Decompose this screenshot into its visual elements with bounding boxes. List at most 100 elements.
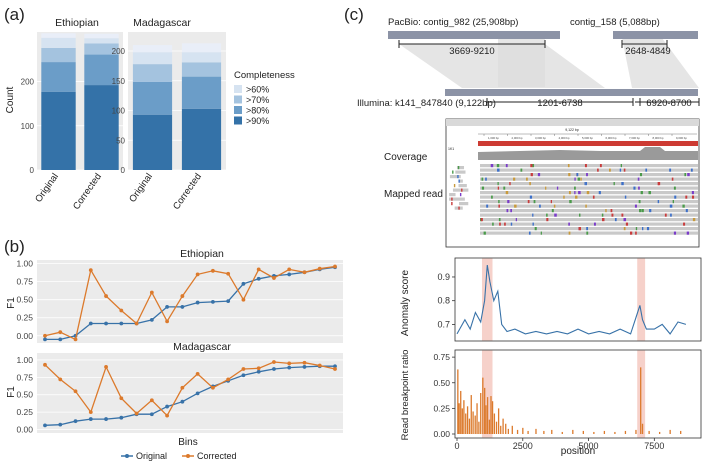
igv-mismatch-8-0 bbox=[657, 200, 660, 204]
igv-mismatch-9-4 bbox=[682, 204, 685, 208]
igv-mismatch-0-1 bbox=[532, 164, 535, 168]
igv-mismatch-11-7 bbox=[601, 213, 604, 217]
breakpoint-bar-31 bbox=[527, 430, 529, 434]
igv-left-read-3 bbox=[458, 179, 463, 183]
b-ethiopian-corrected-point-13 bbox=[241, 297, 246, 302]
a-ethiopian-bar-original-90 bbox=[41, 91, 76, 170]
igv-scale-label: 9,122 bp bbox=[565, 128, 579, 132]
b-ethiopian-corrected-point-19 bbox=[333, 264, 337, 269]
b-madagascar-corrected-point-4 bbox=[104, 365, 108, 369]
b-madagascar-ytick-1: 0.25 bbox=[16, 407, 33, 417]
a-ethiopian-bar-original-60 bbox=[41, 37, 76, 48]
igv-left-read-7 bbox=[449, 197, 465, 201]
a-ethiopian-bars: 0 100 200 Original Corrected bbox=[21, 32, 123, 212]
b-madagascar-original-point-2 bbox=[73, 419, 78, 424]
igv-mismatch-7-3 bbox=[624, 195, 627, 199]
legend-corrected-label: Corrected bbox=[197, 451, 237, 461]
igv-mismatch-1-5 bbox=[497, 168, 500, 172]
breakpoint-ytick-0: 0.00 bbox=[433, 429, 450, 439]
igv-mismatch-6-5 bbox=[691, 191, 694, 195]
b-ethiopian-original-point-10 bbox=[195, 300, 200, 305]
anomaly-highlight-0 bbox=[481, 258, 493, 341]
a-madagascar-ytick-2: 100 bbox=[112, 107, 126, 116]
igv-mismatch-4-0 bbox=[621, 182, 624, 186]
illumina-label: Illumina: k141_847840 (9,122bp) bbox=[357, 98, 496, 109]
igv-left-read-1 bbox=[455, 170, 466, 174]
breakpoint-bar-42 bbox=[635, 429, 637, 434]
igv-mismatch-3-8 bbox=[513, 177, 516, 181]
b-madagascar-corrected-point-8 bbox=[165, 413, 170, 418]
igv-mismatch-8-1 bbox=[569, 200, 572, 204]
b-ethiopian-original-point-14 bbox=[256, 276, 261, 281]
b-madagascar-ytick-2: 0.50 bbox=[16, 390, 33, 400]
a-ethiopian-bar-original-70 bbox=[41, 47, 76, 63]
breakpoint-ytick-3: 0.75 bbox=[433, 352, 450, 362]
igv-header bbox=[446, 119, 699, 126]
igv-mismatch-11-5 bbox=[579, 213, 581, 217]
b-ethiopian-lines: 0.00 0.25 0.50 0.75 1.00 bbox=[16, 259, 343, 343]
igv-mismatch-7-1 bbox=[491, 195, 493, 199]
igv-mismatch-4-6 bbox=[529, 182, 531, 186]
breakpoint-bar-4 bbox=[463, 400, 465, 434]
igv-read-row-2 bbox=[480, 173, 698, 177]
igv-mismatch-11-1 bbox=[670, 213, 672, 217]
igv-mismatch-13-1 bbox=[625, 222, 629, 226]
igv-left-mismatch-7 bbox=[451, 197, 453, 201]
igv-mismatch-4-5 bbox=[584, 182, 586, 186]
igv-read-row-0 bbox=[480, 164, 698, 168]
b-ethiopian-original-point-5 bbox=[119, 321, 124, 326]
b-madagascar-corrected-point-1 bbox=[58, 377, 63, 382]
breakpoint-bar-43 bbox=[640, 367, 642, 434]
igv-mismatch-12-2 bbox=[498, 218, 501, 222]
igv-left-mismatch-5 bbox=[461, 188, 463, 192]
b-ethiopian-corrected-point-1 bbox=[58, 330, 63, 335]
igv-mismatch-1-4 bbox=[645, 168, 648, 172]
b-ethiopian-ytick-4: 1.00 bbox=[16, 259, 33, 269]
igv-mismatch-12-4 bbox=[515, 218, 517, 222]
breakpoint-bar-17 bbox=[486, 397, 489, 434]
igv-mismatch-13-3 bbox=[492, 222, 494, 226]
b-madagascar-ytick-3: 0.75 bbox=[16, 372, 33, 382]
a-madagascar-ytick-4: 200 bbox=[112, 47, 126, 56]
igv-read-row-3 bbox=[480, 177, 698, 181]
pacbio2-label: contig_158 (5,088bp) bbox=[570, 17, 660, 28]
b-mad-ylabel: F1 bbox=[6, 386, 17, 398]
igv-mismatch-3-0 bbox=[485, 177, 487, 181]
breakpoint-bar-28 bbox=[511, 425, 513, 434]
b-madagascar-original-point-8 bbox=[165, 404, 170, 409]
igv-read-row-1 bbox=[480, 168, 698, 172]
b-mad-title: Madagascar bbox=[173, 341, 231, 353]
a-madagascar-bar-original-top-top bbox=[132, 45, 173, 53]
b-ethiopian-corrected-point-6 bbox=[134, 321, 139, 326]
legend-entry-0: >60% bbox=[246, 85, 269, 95]
b-ethiopian-original-point-1 bbox=[58, 337, 63, 342]
igv-mismatch-10-5 bbox=[639, 209, 641, 213]
b-madagascar-corrected-point-3 bbox=[88, 410, 93, 415]
igv-read-row-5 bbox=[480, 186, 698, 190]
igv-mismatch-14-6 bbox=[646, 227, 650, 231]
igv-mismatch-14-5 bbox=[586, 227, 589, 231]
breakpoint-bar-1 bbox=[458, 403, 460, 434]
igv-mismatch-8-7 bbox=[527, 200, 530, 204]
legend-entry-3: >90% bbox=[246, 116, 269, 126]
igv-mismatch-5-0 bbox=[503, 186, 506, 190]
igv-left-mismatch-9 bbox=[458, 206, 460, 210]
b-madagascar-original-point-15 bbox=[272, 367, 276, 371]
igv-mismatch-5-1 bbox=[481, 186, 485, 190]
igv-mismatch-9-8 bbox=[514, 204, 517, 208]
b-ethiopian-ytick-0: 0.00 bbox=[16, 331, 33, 341]
igv-mismatch-12-8 bbox=[614, 218, 617, 222]
igv-mismatch-12-7 bbox=[546, 218, 549, 222]
legend-corrected-marker bbox=[186, 454, 190, 458]
b-madagascar-corrected-point-13 bbox=[241, 367, 246, 371]
igv-mismatch-11-0 bbox=[664, 213, 667, 217]
igv-mismatch-3-3 bbox=[481, 177, 484, 181]
igv-mismatch-1-6 bbox=[669, 168, 672, 172]
igv-mismatch-5-2 bbox=[638, 186, 640, 190]
igv-read-row-7 bbox=[480, 195, 698, 199]
b-madagascar-corrected-point-12 bbox=[226, 377, 231, 382]
igv-mismatch-2-1 bbox=[568, 173, 571, 177]
pacbio-label: PacBio: contig_982 (25,908bp) bbox=[388, 17, 518, 28]
breakpoint-bar-8 bbox=[470, 395, 472, 434]
b-madagascar-corrected-point-19 bbox=[333, 367, 337, 371]
